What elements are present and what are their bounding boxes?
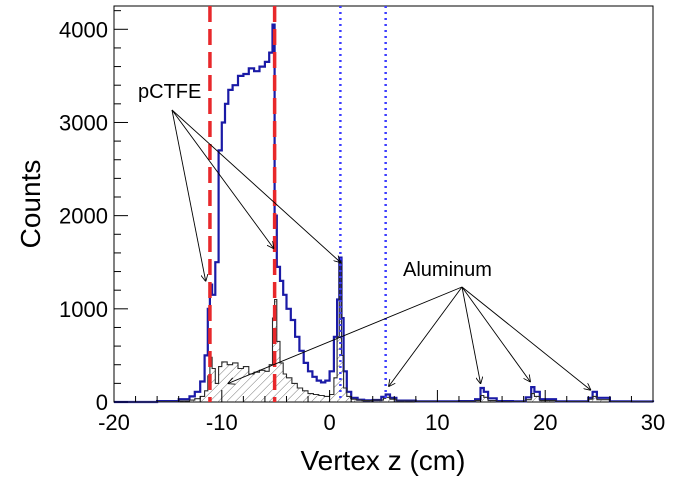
annotation-arrow	[228, 286, 463, 383]
axes-layer: -20 -10 0 10 20 30 0 1000 2000 3000 4000	[59, 10, 665, 435]
y-axis-label: Counts	[15, 160, 46, 249]
annotations-layer: pCTFE Aluminum	[138, 81, 590, 390]
x-tick-label: 0	[323, 410, 335, 435]
annotation-arrow	[171, 109, 206, 281]
y-tick-label: 2000	[59, 204, 108, 229]
x-tick-label: 30	[641, 410, 665, 435]
annotation-arrow	[171, 109, 274, 248]
plot-area	[113, 5, 654, 403]
annotation-arrow	[171, 109, 340, 262]
y-tick-label: 3000	[59, 110, 108, 135]
series-hatched-line	[114, 261, 654, 403]
x-tick-label: 20	[533, 410, 557, 435]
y-tick-label: 1000	[59, 297, 108, 322]
annotation-label: pCTFE	[138, 81, 201, 103]
x-tick-label: 10	[425, 410, 449, 435]
annotation-arrow	[461, 286, 530, 382]
x-tick-label: -10	[206, 410, 238, 435]
vertical-lines-layer	[208, 6, 387, 402]
annotation-arrow	[461, 286, 481, 383]
annotation-arrow	[389, 286, 463, 386]
annotation-label: Aluminum	[403, 259, 492, 281]
annotation-arrow	[461, 286, 590, 390]
x-tick-label: -20	[98, 410, 130, 435]
plot-frame	[113, 5, 654, 403]
x-axis-label: Vertex z (cm)	[301, 445, 466, 476]
y-tick-label: 0	[96, 390, 108, 415]
series-hatched-fill	[114, 262, 653, 402]
y-tick-label: 4000	[59, 17, 108, 42]
